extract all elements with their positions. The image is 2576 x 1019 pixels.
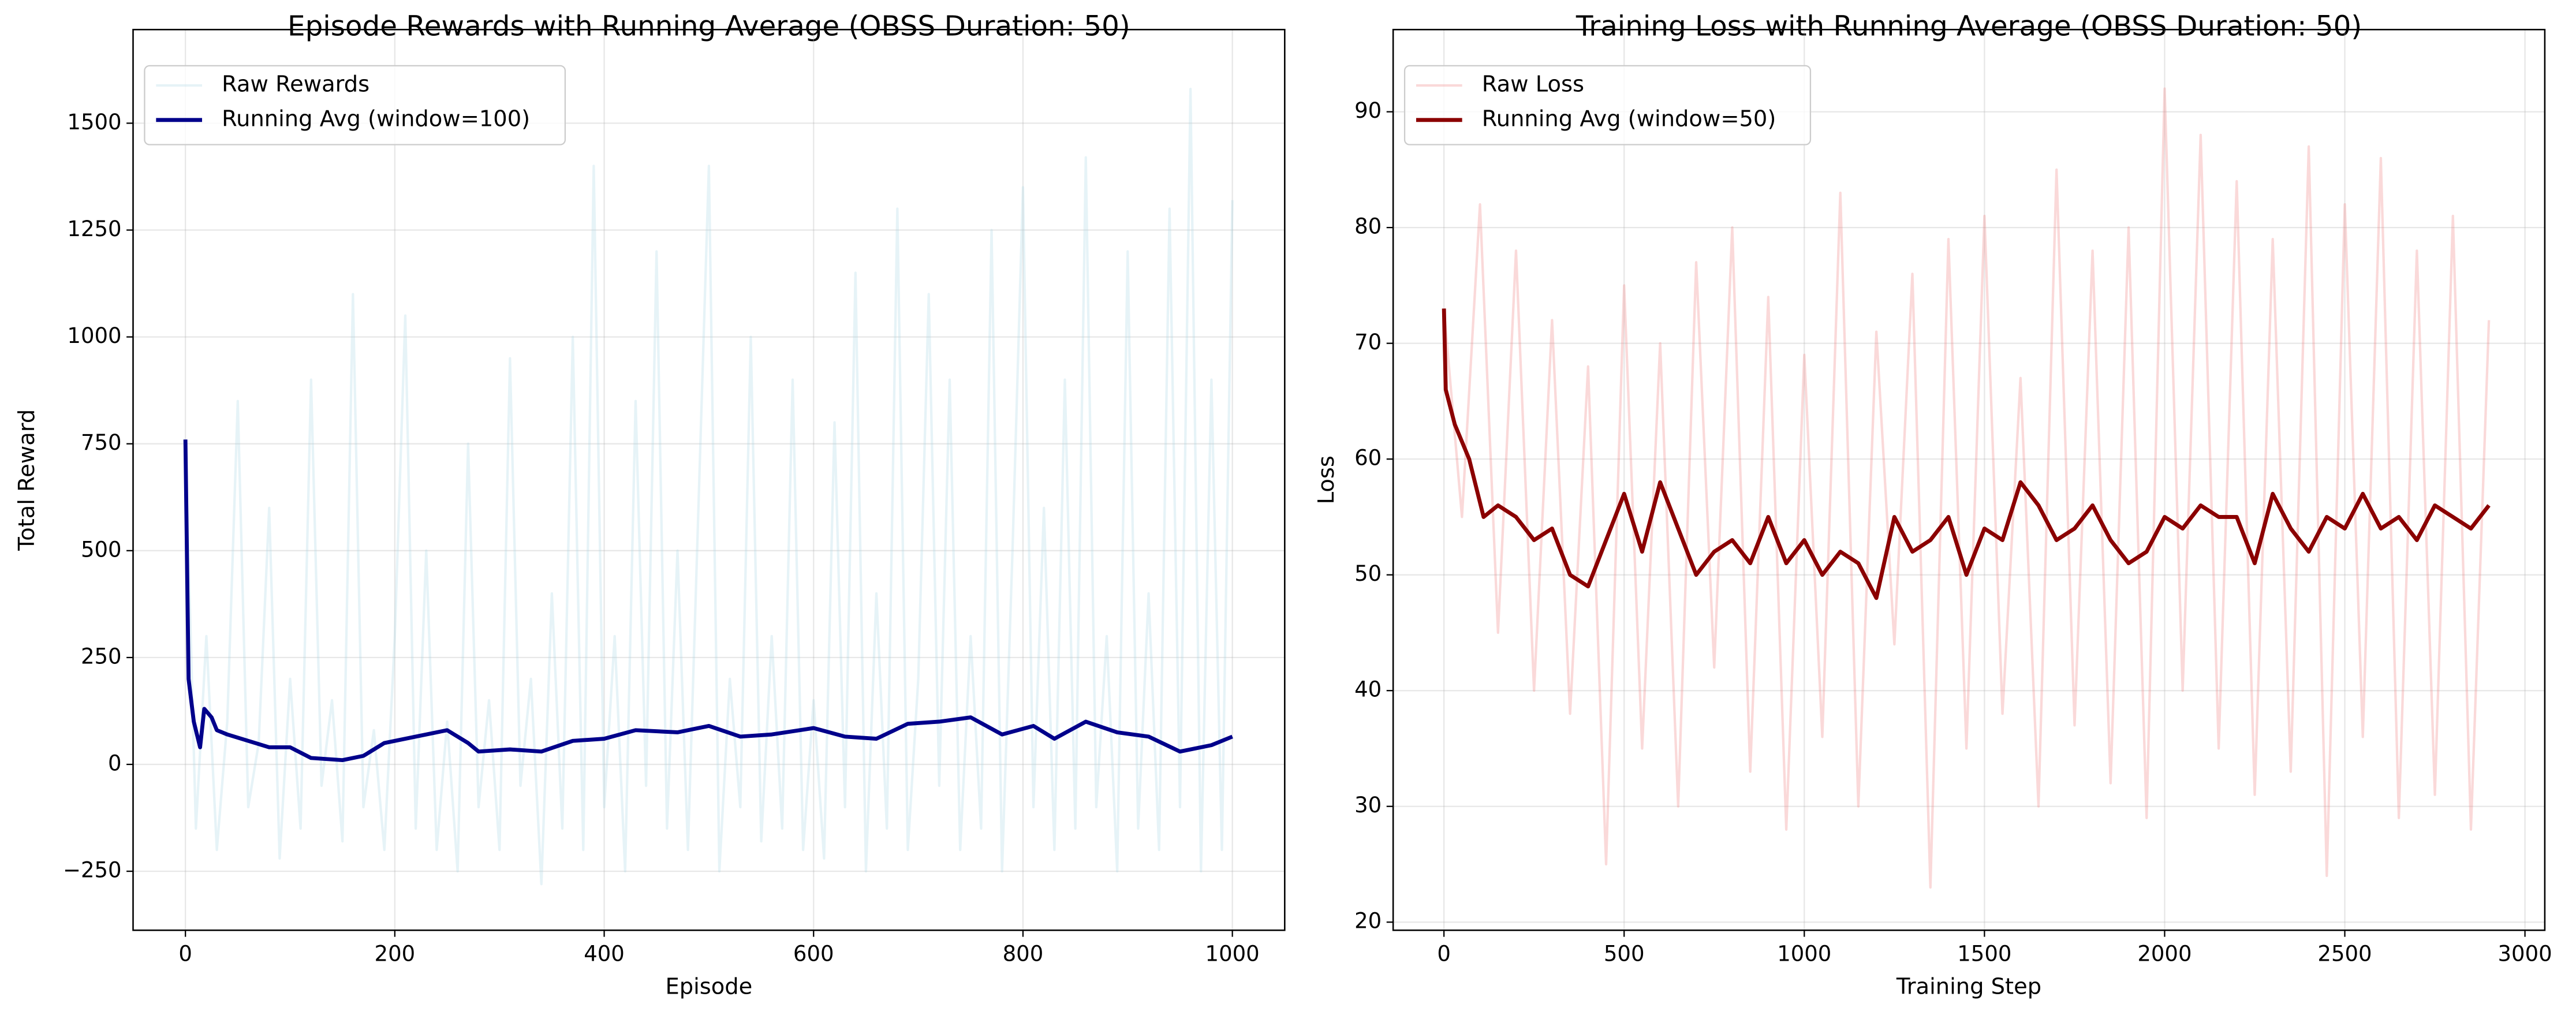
y-tick-label: 60 — [1354, 446, 1382, 471]
x-tick-label: 1000 — [1205, 941, 1260, 966]
x-tick-label: 500 — [1604, 941, 1645, 966]
legend-box — [1403, 65, 1812, 145]
chart-panel: Episode Rewards with Running Average (OB… — [14, 10, 1286, 999]
x-tick-label: 1000 — [1777, 941, 1831, 966]
axes-frame — [1392, 28, 2546, 931]
x-tick-label: 400 — [584, 941, 625, 966]
x-axis-label: Episode — [665, 973, 752, 999]
y-tick-label: 90 — [1354, 98, 1382, 123]
legend: Raw Rewards Running Avg (window=100) — [144, 65, 566, 145]
legend-label: Running Avg (window=50) — [1482, 106, 1776, 132]
data-line — [1442, 308, 2491, 600]
chart-title: Training Loss with Running Average (OBSS… — [1576, 10, 2362, 42]
x-tick-label: 2000 — [2137, 941, 2192, 966]
legend-label: Running Avg (window=100) — [222, 106, 530, 132]
y-axis-label: Total Reward — [14, 409, 40, 551]
y-tick-label: 750 — [81, 430, 122, 455]
y-tick-label: 500 — [81, 537, 122, 562]
x-tick-label: 0 — [1437, 941, 1451, 966]
y-axis-label: Loss — [1313, 456, 1339, 504]
y-tick-label: 1000 — [67, 323, 121, 348]
y-tick-label: 1250 — [67, 217, 121, 241]
y-tick-label: 50 — [1354, 561, 1382, 586]
data-line — [184, 88, 1234, 886]
chart-panel: Training Loss with Running Average (OBSS… — [1313, 10, 2552, 999]
chart-title: Episode Rewards with Running Average (OB… — [288, 10, 1130, 42]
y-tick-label: 1500 — [67, 110, 121, 135]
y-tick-label: 0 — [108, 751, 122, 775]
legend-label: Raw Rewards — [222, 72, 369, 98]
plot-area — [183, 88, 1234, 886]
legend-label: Raw Loss — [1482, 72, 1584, 98]
data-line — [183, 439, 1233, 763]
x-tick-label: 1500 — [1957, 941, 2011, 966]
y-tick-label: 30 — [1354, 793, 1382, 818]
y-tick-label: 40 — [1354, 677, 1382, 702]
y-tick-label: −250 — [63, 858, 122, 883]
y-tick-label: 80 — [1354, 214, 1382, 239]
legend: Raw Loss Running Avg (window=50) — [1403, 65, 1812, 145]
axes-frame — [132, 28, 1286, 931]
x-tick-label: 3000 — [2498, 941, 2552, 966]
x-tick-label: 600 — [793, 941, 834, 966]
x-axis-label: Training Step — [1896, 973, 2041, 999]
y-tick-label: 70 — [1354, 330, 1382, 354]
legend-box — [144, 65, 566, 145]
x-tick-label: 2500 — [2317, 941, 2372, 966]
y-tick-label: 20 — [1354, 909, 1382, 934]
x-tick-label: 800 — [1003, 941, 1044, 966]
plot-area — [1442, 87, 2491, 889]
y-tick-label: 250 — [81, 644, 122, 669]
x-tick-label: 200 — [375, 941, 416, 966]
data-line — [1443, 87, 2491, 889]
x-tick-label: 0 — [178, 941, 192, 966]
